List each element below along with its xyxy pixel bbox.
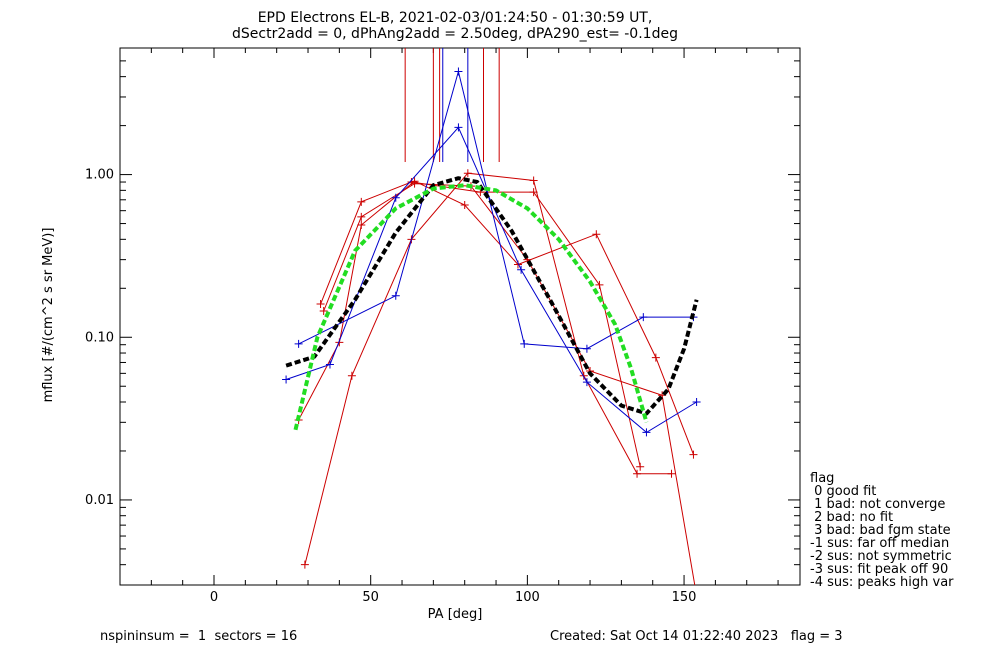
data-point-marker xyxy=(357,197,366,206)
data-point-marker xyxy=(689,450,698,459)
chart-title-line2: dSectr2add = 0, dPhAng2add = 2.50deg, dP… xyxy=(232,26,678,42)
data-point-marker xyxy=(454,123,463,132)
data-point-marker xyxy=(410,179,419,188)
footer-right: Created: Sat Oct 14 01:22:40 2023 flag =… xyxy=(550,629,843,644)
x-tick-label: 150 xyxy=(672,590,697,605)
legend-item: -2 sus: not symmetric xyxy=(810,549,952,564)
legend-item: 2 bad: no fit xyxy=(810,510,893,525)
data-point-marker xyxy=(579,371,588,380)
data-point-marker xyxy=(391,291,400,300)
data-point-marker xyxy=(454,67,463,76)
flag-legend: flag 0 good fit 1 bad: not converge 2 ba… xyxy=(810,471,954,590)
data-point-marker xyxy=(463,169,472,178)
plot-area: 0 50 100 150 0.01 0.10 1.00 xyxy=(85,47,801,605)
data-point-marker xyxy=(595,280,604,289)
legend-item: 1 bad: not converge xyxy=(810,497,945,512)
data-series-line xyxy=(298,180,694,455)
data-point-marker xyxy=(582,344,591,353)
data-series-line xyxy=(304,172,672,565)
data-point-marker xyxy=(319,307,328,316)
data-point-marker xyxy=(651,353,660,362)
data-point-marker xyxy=(391,193,400,202)
data-point-marker xyxy=(316,300,325,309)
data-point-marker xyxy=(642,428,651,437)
fit-curve xyxy=(285,176,699,416)
data-point-marker xyxy=(357,212,366,221)
legend-item: 0 good fit xyxy=(810,484,876,499)
data-series-line xyxy=(320,181,641,467)
legend-title: flag xyxy=(810,471,834,486)
data-point-marker xyxy=(592,230,601,239)
chart-title-line1: EPD Electrons EL-B, 2021-02-03/01:24:50 … xyxy=(258,10,653,26)
data-point-marker xyxy=(460,201,469,210)
data-point-marker xyxy=(282,375,291,384)
data-point-marker xyxy=(639,313,648,322)
data-point-marker xyxy=(582,378,591,387)
data-point-marker xyxy=(529,188,538,197)
x-tick-label: 100 xyxy=(515,590,540,605)
y-tick-label: 0.01 xyxy=(85,493,114,508)
data-point-marker xyxy=(357,220,366,229)
data-point-marker xyxy=(517,265,526,274)
legend-item: 3 bad: bad fgm state xyxy=(810,523,951,538)
plot-frame xyxy=(119,47,801,586)
data-series-line xyxy=(285,126,697,434)
data-point-marker xyxy=(529,176,538,185)
data-point-marker xyxy=(294,339,303,348)
x-axis-label: PA [deg] xyxy=(428,607,483,622)
x-tick-label: 0 xyxy=(210,590,218,605)
data-series-line xyxy=(323,183,696,585)
data-point-marker xyxy=(300,560,309,569)
legend-item: -1 sus: far off median xyxy=(810,536,949,551)
x-tick-label: 50 xyxy=(362,590,379,605)
y-tick-label: 1.00 xyxy=(85,168,114,183)
data-point-marker xyxy=(347,371,356,380)
legend-item: -3 sus: fit peak off 90 xyxy=(810,562,948,577)
y-tick-label: 0.10 xyxy=(85,330,114,345)
data-point-marker xyxy=(692,397,701,406)
data-point-marker xyxy=(325,360,334,369)
fit-curve xyxy=(293,183,649,431)
footer-left: nspininsum = 1 sectors = 16 xyxy=(100,629,297,644)
data-point-marker xyxy=(667,469,676,478)
legend-item: -4 sus: peaks high var xyxy=(810,575,954,590)
data-point-marker xyxy=(520,339,529,348)
data-point-marker xyxy=(633,469,642,478)
data-point-marker xyxy=(636,462,645,471)
y-axis-label: mflux [#/(cm^2 s sr MeV)] xyxy=(41,228,56,403)
